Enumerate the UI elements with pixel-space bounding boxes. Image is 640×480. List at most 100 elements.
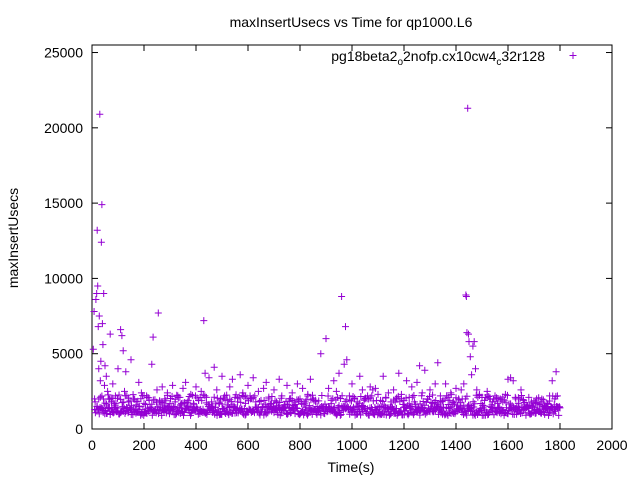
data-point — [483, 387, 491, 395]
data-point — [543, 399, 551, 407]
data-point — [340, 360, 348, 368]
data-point — [154, 403, 162, 411]
data-point — [516, 409, 524, 417]
data-point — [469, 342, 477, 350]
data-point — [148, 411, 156, 419]
data-point — [449, 399, 457, 407]
data-point — [384, 389, 392, 397]
data-point — [404, 402, 412, 410]
data-point — [335, 402, 343, 410]
data-point — [149, 333, 157, 341]
y-tick-label: 25000 — [44, 45, 83, 61]
data-point — [267, 399, 275, 407]
data-point — [464, 104, 472, 112]
data-point — [471, 400, 479, 408]
data-point — [512, 395, 520, 403]
data-point — [129, 391, 137, 399]
data-point — [249, 374, 257, 382]
data-point — [189, 399, 197, 407]
data-point — [550, 401, 558, 409]
data-point — [555, 411, 563, 419]
data-point — [322, 335, 330, 343]
legend-label-part: 32r128 — [501, 48, 545, 64]
data-point — [390, 386, 398, 394]
data-point — [100, 289, 108, 297]
data-point — [455, 395, 463, 403]
data-point — [327, 396, 335, 404]
data-point — [408, 383, 416, 391]
data-point — [431, 380, 439, 388]
data-point — [137, 395, 145, 403]
data-point — [223, 396, 231, 404]
data-point — [462, 292, 470, 300]
data-point — [472, 365, 479, 373]
data-point — [109, 380, 117, 388]
data-point — [488, 398, 496, 406]
data-point — [94, 282, 102, 290]
data-point — [473, 386, 481, 394]
data-point — [321, 400, 329, 408]
data-point — [358, 401, 366, 409]
data-point — [432, 396, 440, 404]
data-point — [262, 410, 270, 418]
data-point — [110, 399, 118, 407]
data-point — [264, 409, 272, 417]
data-point — [280, 401, 288, 409]
data-point — [392, 404, 400, 412]
data-point — [241, 411, 249, 419]
data-point — [337, 411, 345, 419]
data-point — [357, 411, 365, 419]
data-point — [158, 383, 166, 391]
data-point — [141, 409, 149, 417]
data-point — [376, 404, 384, 412]
data-point — [252, 398, 260, 406]
data-point — [99, 341, 107, 349]
data-point — [216, 395, 224, 403]
data-point — [174, 392, 182, 400]
data-point — [121, 387, 128, 395]
data-point — [329, 395, 337, 403]
data-point — [91, 398, 99, 406]
data-point — [96, 377, 104, 385]
data-point — [148, 360, 156, 368]
data-point — [203, 410, 211, 418]
data-point — [552, 407, 560, 415]
data-point — [304, 390, 312, 398]
data-point — [413, 378, 421, 386]
data-point — [348, 380, 356, 388]
data-point — [439, 396, 447, 404]
data-point — [228, 375, 236, 383]
data-point — [165, 403, 173, 411]
y-tick-label: 10000 — [44, 270, 83, 286]
data-point — [419, 397, 427, 405]
data-point — [344, 404, 352, 412]
data-point — [403, 377, 411, 385]
data-point — [468, 371, 476, 379]
data-point — [239, 389, 247, 397]
data-point — [418, 389, 426, 397]
data-point — [508, 402, 516, 410]
data-point — [452, 384, 460, 392]
y-axis-label: maxInsertUsecs — [5, 188, 21, 288]
data-point — [278, 392, 286, 400]
data-point — [94, 323, 102, 331]
data-point — [336, 411, 344, 419]
data-point — [142, 400, 150, 408]
data-point — [160, 401, 168, 409]
data-point — [340, 402, 348, 410]
data-point — [415, 404, 423, 412]
data-point — [444, 401, 452, 409]
data-point — [236, 371, 244, 379]
data-point — [124, 398, 132, 406]
data-point — [227, 397, 235, 405]
data-point — [202, 393, 210, 401]
data-point — [466, 353, 474, 361]
data-point — [241, 399, 249, 407]
data-point — [518, 391, 526, 399]
data-point — [103, 400, 111, 408]
data-point — [118, 332, 126, 340]
data-point — [486, 403, 494, 411]
data-point — [104, 387, 112, 395]
data-point — [552, 368, 560, 376]
data-point — [96, 393, 104, 401]
